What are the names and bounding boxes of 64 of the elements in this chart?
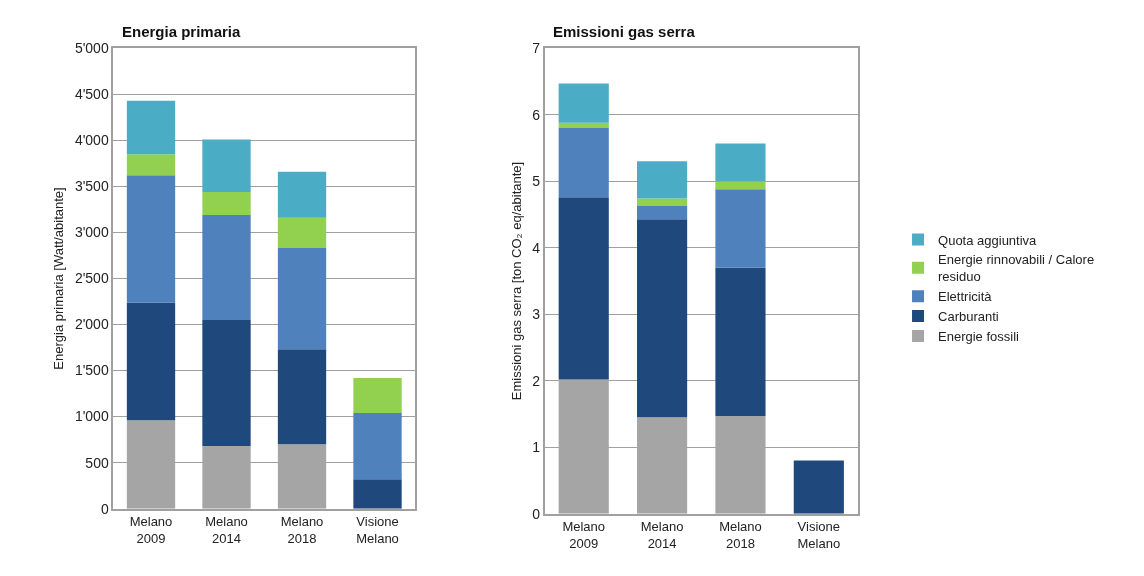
bar xyxy=(353,377,402,413)
y-tick-label: 2'500 xyxy=(74,270,109,287)
legend-label: Elettricità xyxy=(938,289,993,305)
bar xyxy=(558,122,609,129)
y-tick-label: 0 xyxy=(532,505,541,522)
y-tick-label: 1 xyxy=(532,439,541,456)
y-tick-label: 3'000 xyxy=(74,224,109,241)
x-tick-label: Melano 2014 xyxy=(640,519,684,551)
bar xyxy=(126,154,176,176)
x-tick-label: Melano 2018 xyxy=(719,519,762,551)
legend-label: Carburanti xyxy=(938,309,999,325)
y-tick-label: 4 xyxy=(532,239,541,256)
chart-title: Energia primaria xyxy=(122,23,242,40)
y-tick-label: 2'000 xyxy=(74,316,109,333)
y-tick-label: 4'000 xyxy=(74,132,109,149)
legend-label: Quota aggiuntiva xyxy=(938,232,1038,248)
bar xyxy=(126,302,176,421)
legend-label: Energie rinnovabili / Calore residuo xyxy=(938,252,1095,285)
y-tick-label: 500 xyxy=(85,454,109,471)
y-axis-title: Emissioni gas serra [ton CO₂ eq/abitante] xyxy=(508,161,524,401)
bar xyxy=(715,189,766,268)
y-tick-label: 6 xyxy=(532,106,541,123)
bar xyxy=(277,248,327,350)
y-tick-label: 3 xyxy=(532,306,541,323)
bar xyxy=(715,267,766,416)
bar xyxy=(202,214,251,320)
x-tick-label: Melano 2009 xyxy=(562,519,606,551)
y-tick-label: 3'500 xyxy=(74,178,109,195)
bar xyxy=(277,217,327,249)
bar xyxy=(793,460,844,514)
y-tick-label: 0 xyxy=(100,500,109,517)
x-tick-label: Visione Melano xyxy=(797,519,841,551)
bar xyxy=(277,349,327,445)
bar xyxy=(202,319,251,447)
y-tick-label: 2 xyxy=(532,372,541,389)
bar xyxy=(558,83,609,123)
bar xyxy=(558,128,609,198)
y-tick-label: 1'000 xyxy=(74,408,109,425)
bar xyxy=(637,161,688,199)
bar xyxy=(126,175,176,303)
bar xyxy=(126,100,176,155)
bar xyxy=(202,191,251,215)
y-axis-title: Energia primaria [Watt/abitante] xyxy=(51,187,67,370)
bar xyxy=(558,197,609,380)
bar xyxy=(637,198,688,206)
bar xyxy=(202,139,251,192)
bar xyxy=(715,143,766,182)
y-tick-label: 7 xyxy=(532,40,541,57)
bar xyxy=(715,181,766,190)
x-tick-label: Visione Melano xyxy=(356,513,399,546)
bar xyxy=(353,479,402,509)
y-tick-label: 5'000 xyxy=(74,40,109,57)
y-tick-label: 1'500 xyxy=(74,362,109,379)
chart-title: Emissioni gas serra xyxy=(553,23,696,40)
bar xyxy=(637,205,688,220)
x-tick-label: Melano 2009 xyxy=(129,513,173,546)
y-tick-label: 5 xyxy=(532,173,541,190)
bar xyxy=(353,412,402,480)
bar xyxy=(637,219,688,418)
y-tick-label: 4'500 xyxy=(74,86,109,103)
legend-label: Energie fossili xyxy=(938,329,1020,345)
bar xyxy=(277,171,327,218)
x-tick-label: Melano 2018 xyxy=(280,513,324,546)
x-tick-label: Melano 2014 xyxy=(205,513,248,546)
